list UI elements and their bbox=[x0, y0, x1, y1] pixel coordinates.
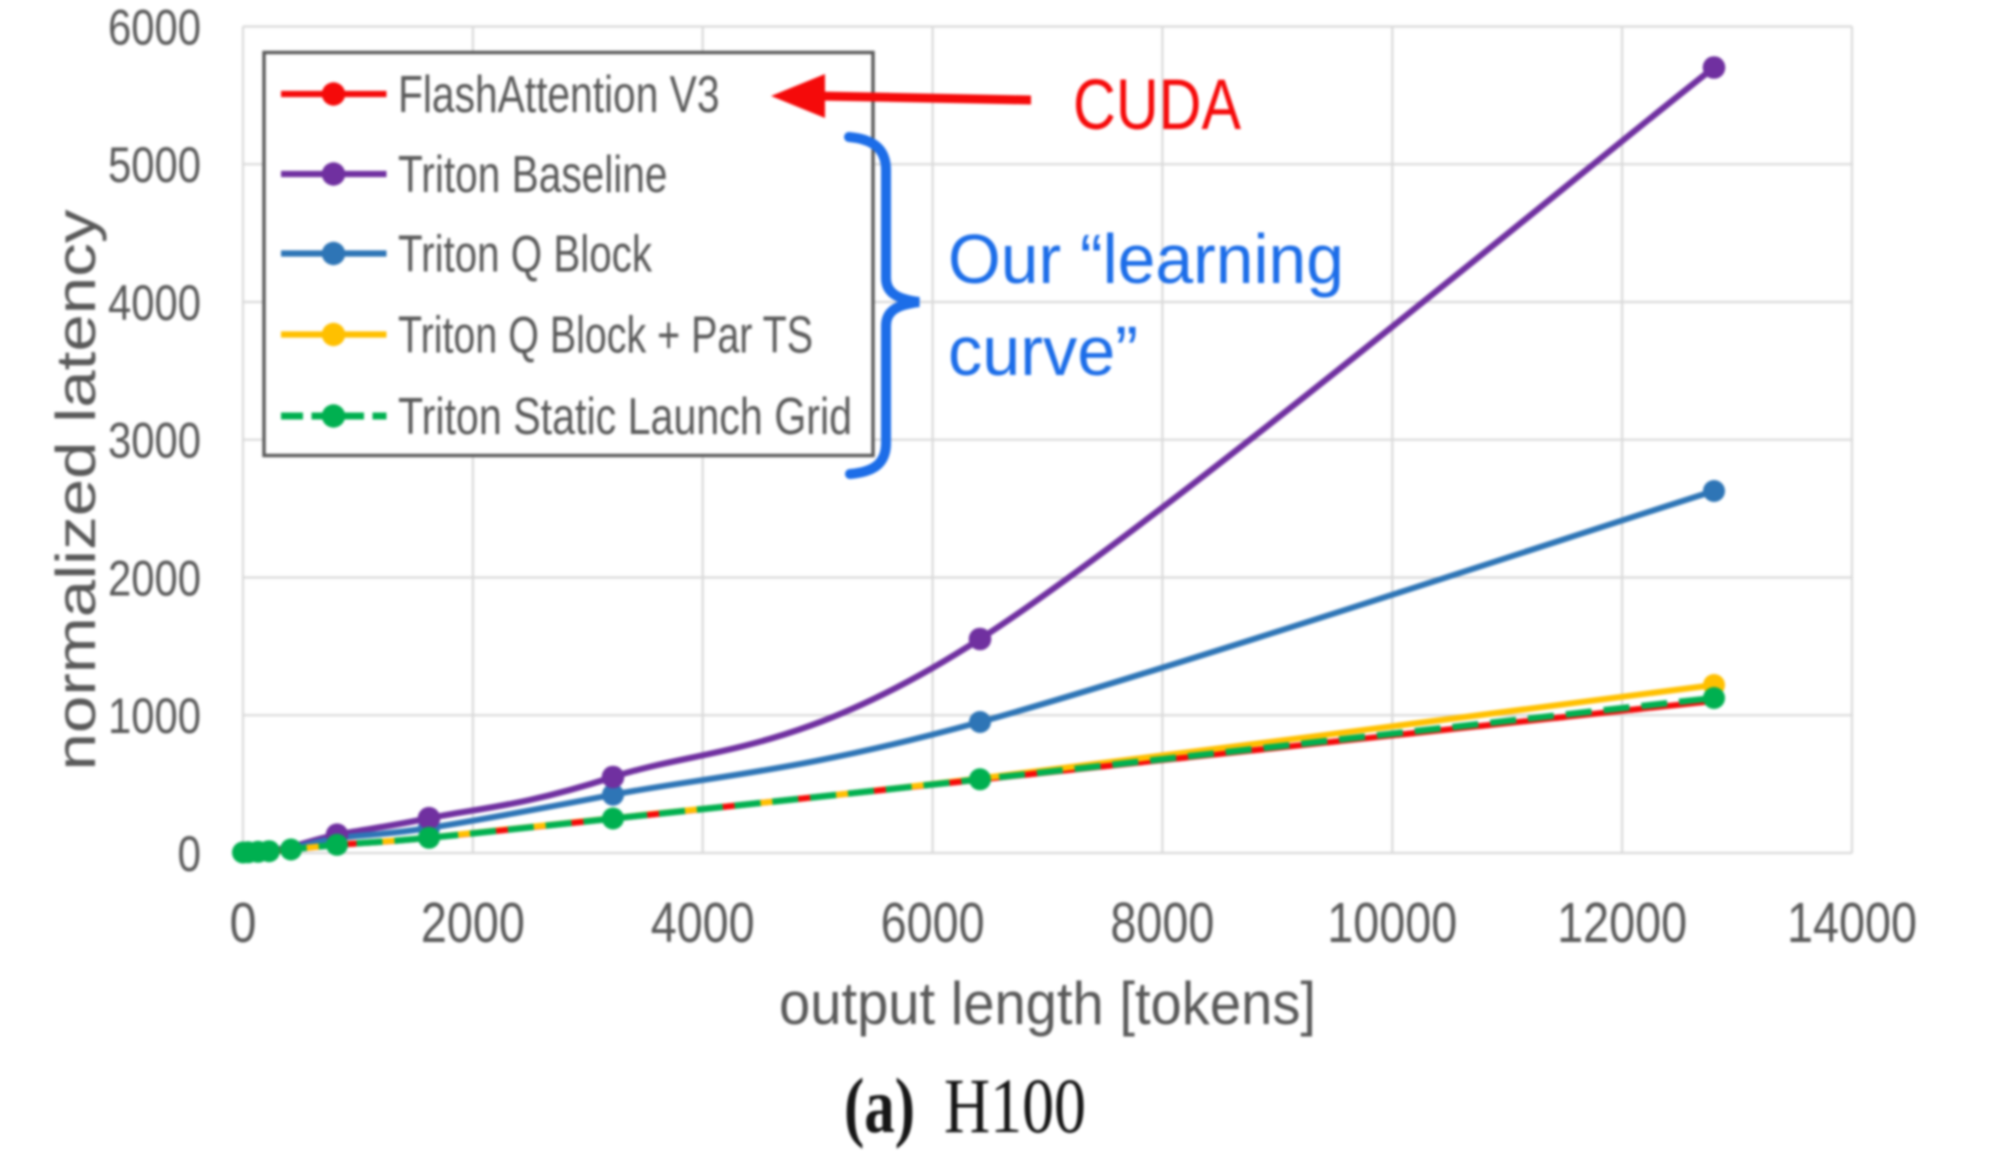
svg-text:Triton Q Block + Par TS: Triton Q Block + Par TS bbox=[398, 307, 813, 365]
svg-text:Triton Static Launch Grid: Triton Static Launch Grid bbox=[398, 388, 852, 446]
svg-text:2000: 2000 bbox=[421, 891, 525, 955]
svg-text:2000: 2000 bbox=[108, 551, 201, 607]
svg-text:normalized latency: normalized latency bbox=[44, 210, 107, 771]
svg-text:4000: 4000 bbox=[651, 891, 755, 955]
svg-text:3000: 3000 bbox=[108, 413, 201, 469]
svg-text:H100: H100 bbox=[944, 1062, 1086, 1149]
svg-text:FlashAttention V3: FlashAttention V3 bbox=[398, 66, 720, 124]
svg-text:6000: 6000 bbox=[108, 0, 201, 56]
svg-text:Triton Q Block: Triton Q Block bbox=[398, 226, 653, 284]
svg-text:1000: 1000 bbox=[108, 688, 201, 744]
svg-text:Our “learning: Our “learning bbox=[948, 220, 1344, 298]
svg-text:CUDA: CUDA bbox=[1073, 66, 1242, 145]
svg-text:output length [tokens]: output length [tokens] bbox=[779, 970, 1316, 1037]
svg-text:12000: 12000 bbox=[1557, 891, 1687, 955]
svg-text:curve”: curve” bbox=[948, 312, 1138, 390]
svg-text:10000: 10000 bbox=[1327, 891, 1457, 955]
svg-text:0: 0 bbox=[178, 826, 202, 882]
svg-text:(a): (a) bbox=[844, 1062, 915, 1149]
svg-text:6000: 6000 bbox=[881, 891, 985, 955]
svg-text:Triton Baseline: Triton Baseline bbox=[398, 146, 668, 204]
svg-text:5000: 5000 bbox=[108, 137, 201, 193]
svg-text:14000: 14000 bbox=[1787, 891, 1917, 955]
svg-text:4000: 4000 bbox=[108, 275, 201, 331]
svg-text:0: 0 bbox=[230, 891, 257, 955]
svg-text:8000: 8000 bbox=[1110, 891, 1214, 955]
